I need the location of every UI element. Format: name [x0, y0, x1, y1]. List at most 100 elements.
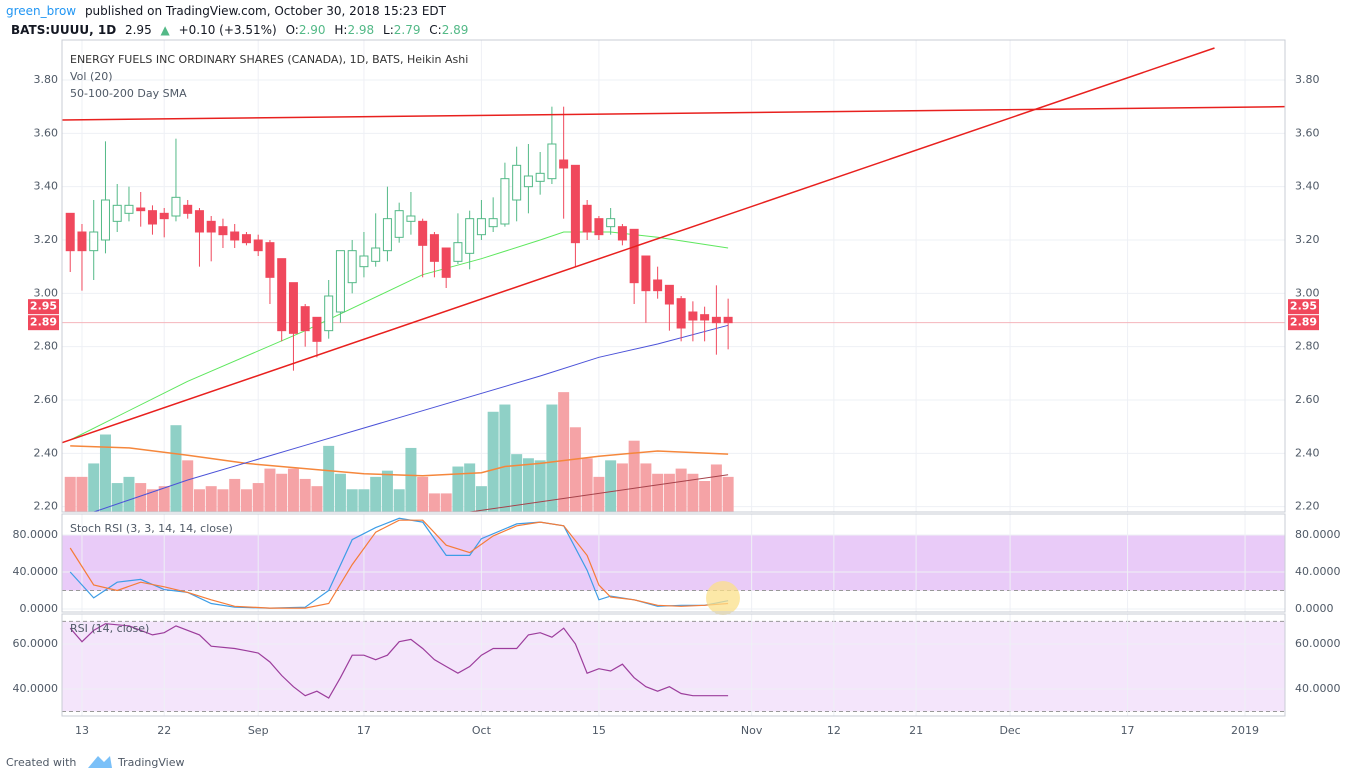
- volume-bar: [88, 463, 100, 512]
- y-tick-label: 2.80: [34, 340, 59, 353]
- y-tick-label: 2.60: [34, 393, 59, 406]
- indicator-label: Vol (20): [70, 70, 113, 83]
- candle-body: [488, 218, 498, 228]
- candle-body: [606, 218, 616, 228]
- change: +0.10 (+3.51%): [179, 23, 277, 37]
- x-tick-label: Oct: [472, 724, 492, 737]
- band: [62, 535, 1285, 591]
- y-tick-label: 3.20: [1295, 233, 1320, 246]
- candle-body: [124, 204, 134, 214]
- x-tick-label: Sep: [248, 724, 269, 737]
- candle-body: [265, 242, 275, 278]
- volume-bar: [346, 489, 358, 512]
- y-tick-label: 2.40: [34, 446, 59, 459]
- volume-bar: [699, 481, 711, 512]
- pane-title: RSI (14, close): [70, 622, 149, 635]
- x-tick-label: Dec: [999, 724, 1020, 737]
- arrow: ▲: [161, 23, 171, 37]
- volume-bar: [569, 427, 581, 512]
- sma-line: [69, 231, 729, 441]
- volume-bar: [111, 483, 123, 512]
- volume-bar: [581, 458, 593, 512]
- candle-body: [711, 316, 721, 324]
- ohlc-value: 2.89: [442, 23, 469, 37]
- y-tick-label: 40.0000: [1295, 565, 1341, 578]
- candle-body: [77, 231, 87, 252]
- volume-bar: [370, 476, 382, 512]
- candle-body: [359, 255, 369, 268]
- ohlc-label: L:: [383, 23, 394, 37]
- volume-bar: [417, 476, 429, 512]
- last-price: 2.95: [125, 23, 152, 37]
- candle-body: [559, 159, 569, 169]
- candle-body: [418, 220, 428, 246]
- y-tick-label: 3.60: [1295, 126, 1320, 139]
- price-marker-label: 2.95: [1290, 300, 1317, 313]
- candle-body: [641, 255, 651, 292]
- candle-body: [688, 311, 698, 321]
- plot-layer: [61, 40, 1286, 716]
- candle-body: [136, 207, 146, 212]
- x-tick-label: 21: [909, 724, 923, 737]
- y-tick-label: 3.00: [34, 286, 59, 299]
- volume-bar: [405, 447, 417, 512]
- x-tick-label: 2019: [1231, 724, 1259, 737]
- y-tick-label: 60.0000: [1295, 637, 1341, 650]
- candle-body: [547, 143, 557, 180]
- price-marker: [28, 299, 59, 315]
- volume-bar: [76, 476, 88, 512]
- y-tick-label: 3.40: [34, 180, 59, 193]
- y-tick-label: 3.20: [34, 233, 59, 246]
- candle-body: [582, 204, 592, 233]
- y-tick-label: 40.0000: [1295, 682, 1341, 695]
- y-tick-label: 0.0000: [20, 602, 59, 615]
- volume-bar: [663, 473, 675, 512]
- ohlc-value: 2.90: [299, 23, 326, 37]
- candle-body: [89, 231, 99, 252]
- price-marker-label: 2.89: [30, 316, 57, 329]
- volume-bar: [393, 489, 405, 512]
- pane-frame: [61, 39, 1286, 513]
- volume-bar: [628, 440, 640, 512]
- x-tick-label: 17: [357, 724, 371, 737]
- volume-bar: [452, 466, 464, 512]
- volume-bar: [381, 470, 393, 512]
- volume-bar: [240, 489, 252, 512]
- volume-bar: [170, 425, 182, 512]
- candle-body: [523, 175, 533, 188]
- y-tick-label: 40.0000: [13, 565, 59, 578]
- candle-body: [653, 279, 663, 292]
- volume-bar: [534, 460, 546, 512]
- band: [62, 621, 1285, 712]
- y-tick-label: 40.0000: [13, 682, 59, 695]
- y-tick-label: 3.00: [1295, 286, 1320, 299]
- x-tick-label: 12: [827, 724, 841, 737]
- volume-bar: [158, 486, 170, 512]
- candle-body: [159, 212, 169, 220]
- candle-body: [406, 215, 416, 222]
- volume-bar: [99, 434, 111, 512]
- author[interactable]: green_brow: [6, 4, 76, 18]
- pane-frame: [61, 613, 1286, 717]
- y-tick-label: 80.0000: [13, 528, 59, 541]
- candle-body: [324, 295, 334, 332]
- y-tick-label: 2.80: [1295, 340, 1320, 353]
- ohlc-label: O:: [286, 23, 299, 37]
- volume-bar: [229, 478, 241, 512]
- volume-bar: [182, 460, 194, 512]
- volume-bar: [123, 476, 135, 512]
- candle-body: [171, 196, 181, 217]
- y-tick-label: 3.80: [1295, 73, 1320, 86]
- candle-body: [183, 204, 193, 214]
- volume-bar: [334, 473, 346, 512]
- candle-body: [594, 218, 604, 236]
- volume-bar: [605, 460, 617, 512]
- candle-body: [241, 234, 251, 244]
- price-marker-label: 2.95: [30, 300, 57, 313]
- candle-body: [700, 314, 710, 321]
- candle-body: [147, 210, 157, 225]
- volume-bar: [511, 454, 523, 512]
- brand[interactable]: TradingView: [117, 756, 184, 769]
- volume-bar: [264, 468, 276, 512]
- candle-body: [230, 231, 240, 241]
